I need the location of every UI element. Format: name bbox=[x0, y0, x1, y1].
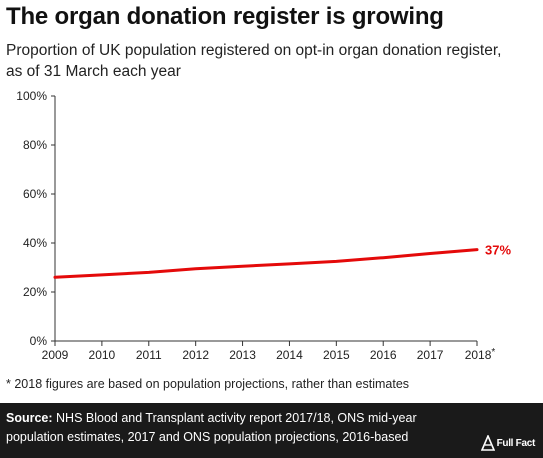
chart-title: The organ donation register is growing bbox=[6, 3, 444, 30]
y-tick-label: 0% bbox=[30, 334, 48, 348]
source-bar: Source: NHS Blood and Transplant activit… bbox=[0, 403, 543, 458]
y-tick-label: 40% bbox=[23, 236, 47, 250]
x-tick-label: 2017 bbox=[417, 348, 444, 362]
source-label: Source: bbox=[6, 411, 53, 425]
series-line bbox=[53, 248, 479, 279]
brand-name: Full Fact bbox=[496, 437, 536, 449]
x-tick-label: 2014 bbox=[276, 348, 303, 362]
y-tick-label: 20% bbox=[23, 285, 47, 299]
brand-logo: Full Fact bbox=[480, 435, 536, 451]
x-tick-label: 2013 bbox=[229, 348, 256, 362]
y-axis: 0% 20% 40% 60% 80% 100% bbox=[16, 89, 56, 348]
x-tick-label: 2011 bbox=[136, 348, 162, 362]
x-tick-label: 2009 bbox=[42, 348, 69, 362]
end-value-label: 37% bbox=[485, 243, 511, 258]
x-axis: 2009 2010 2011 2012 2013 2014 2015 2016 2017 2018… bbox=[42, 340, 496, 362]
chart-subtitle: Proportion of UK population registered o… bbox=[6, 42, 502, 80]
x-tick-label: 2012 bbox=[182, 348, 209, 362]
x-tick-label: 2016 bbox=[370, 348, 397, 362]
x-tick-label: 2018* bbox=[465, 347, 496, 362]
y-tick-label: 60% bbox=[23, 187, 47, 201]
chart-footnote: * 2018 figures are based on population p… bbox=[6, 377, 410, 391]
x-tick-label: 2015 bbox=[323, 348, 350, 362]
source-note: Source: NHS Blood and Transplant activit… bbox=[6, 409, 446, 447]
y-tick-label: 100% bbox=[16, 89, 47, 103]
series-group: 37% bbox=[53, 243, 511, 279]
full-fact-logo-icon bbox=[480, 435, 495, 451]
source-text: NHS Blood and Transplant activity report… bbox=[6, 411, 417, 444]
x-tick-label: 2010 bbox=[89, 348, 116, 362]
line-chart: 0%20%40%60%80%100% 2009 2010 2011 2012 2013 2… bbox=[16, 89, 511, 362]
y-tick-label: 80% bbox=[23, 138, 47, 152]
